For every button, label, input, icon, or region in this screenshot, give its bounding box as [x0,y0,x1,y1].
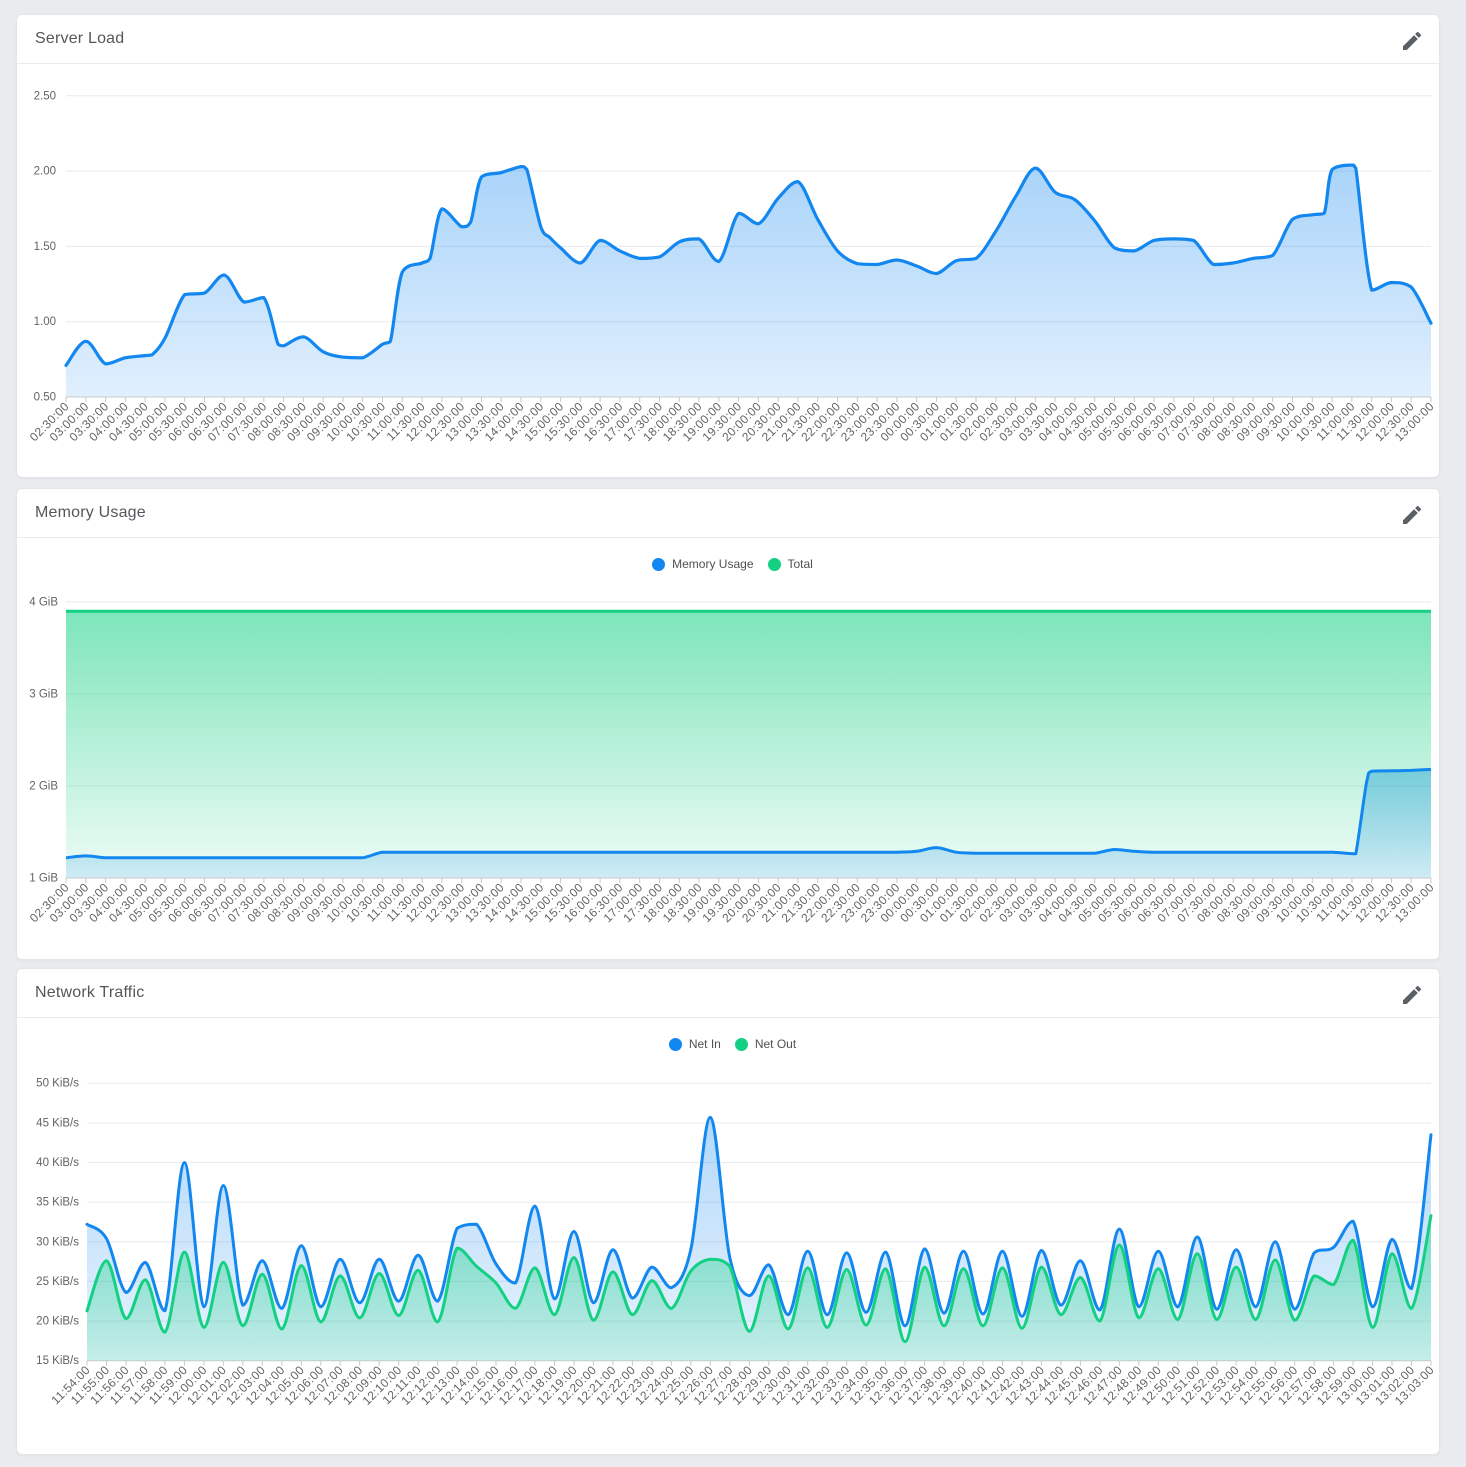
svg-text:0.50: 0.50 [34,392,56,404]
svg-text:25 KiB/s: 25 KiB/s [36,1276,79,1288]
svg-text:15 KiB/s: 15 KiB/s [36,1355,79,1367]
svg-text:4 GiB: 4 GiB [29,597,58,609]
svg-text:40 KiB/s: 40 KiB/s [36,1157,79,1169]
svg-text:1.50: 1.50 [34,241,56,253]
svg-text:3 GiB: 3 GiB [29,689,58,701]
svg-text:2.50: 2.50 [34,90,56,102]
svg-text:50 KiB/s: 50 KiB/s [36,1078,79,1090]
svg-text:20 KiB/s: 20 KiB/s [36,1316,79,1328]
svg-text:1.00: 1.00 [34,316,56,328]
svg-text:45 KiB/s: 45 KiB/s [36,1117,79,1129]
svg-text:1 GiB: 1 GiB [29,873,58,885]
svg-text:2.00: 2.00 [34,166,56,178]
svg-text:30 KiB/s: 30 KiB/s [36,1236,79,1248]
svg-text:2 GiB: 2 GiB [29,781,58,793]
svg-text:35 KiB/s: 35 KiB/s [36,1197,79,1209]
